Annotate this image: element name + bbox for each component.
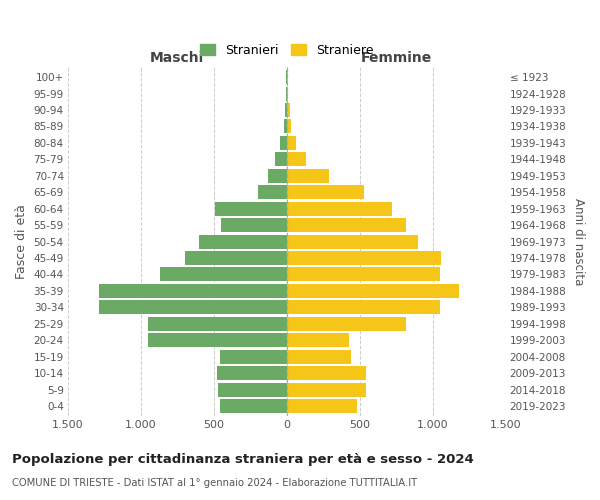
Bar — [220, 399, 287, 413]
Bar — [287, 234, 418, 248]
Bar — [98, 300, 287, 314]
Y-axis label: Fasce di età: Fasce di età — [15, 204, 28, 279]
Legend: Stranieri, Straniere: Stranieri, Straniere — [195, 38, 379, 62]
Text: Maschi: Maschi — [150, 51, 205, 65]
Bar — [275, 152, 287, 166]
Bar — [287, 268, 440, 281]
Bar — [268, 169, 287, 183]
Bar — [287, 70, 288, 84]
Bar — [160, 268, 287, 281]
Text: Femmine: Femmine — [361, 51, 432, 65]
Bar — [280, 136, 287, 150]
Bar — [287, 86, 288, 101]
Bar — [287, 120, 291, 134]
Bar — [185, 251, 287, 265]
Y-axis label: Anni di nascita: Anni di nascita — [572, 198, 585, 285]
Bar — [215, 202, 287, 215]
Bar — [221, 218, 287, 232]
Bar — [257, 185, 287, 199]
Bar — [287, 399, 357, 413]
Bar — [287, 300, 440, 314]
Bar — [287, 333, 349, 347]
Bar — [284, 120, 287, 134]
Bar — [287, 152, 306, 166]
Bar — [287, 317, 406, 330]
Bar — [148, 333, 287, 347]
Bar — [287, 202, 392, 215]
Bar — [220, 350, 287, 364]
Bar — [287, 136, 296, 150]
Bar — [287, 366, 365, 380]
Bar — [217, 366, 287, 380]
Bar — [287, 185, 364, 199]
Text: COMUNE DI TRIESTE - Dati ISTAT al 1° gennaio 2024 - Elaborazione TUTTITALIA.IT: COMUNE DI TRIESTE - Dati ISTAT al 1° gen… — [12, 478, 417, 488]
Bar — [287, 169, 329, 183]
Bar — [286, 70, 287, 84]
Bar — [199, 234, 287, 248]
Bar — [287, 218, 406, 232]
Bar — [287, 251, 442, 265]
Bar — [287, 350, 351, 364]
Text: Popolazione per cittadinanza straniera per età e sesso - 2024: Popolazione per cittadinanza straniera p… — [12, 452, 474, 466]
Bar — [287, 103, 290, 117]
Bar — [285, 103, 287, 117]
Bar — [287, 284, 459, 298]
Bar — [98, 284, 287, 298]
Bar — [286, 86, 287, 101]
Bar — [148, 317, 287, 330]
Bar — [287, 382, 365, 396]
Bar — [218, 382, 287, 396]
